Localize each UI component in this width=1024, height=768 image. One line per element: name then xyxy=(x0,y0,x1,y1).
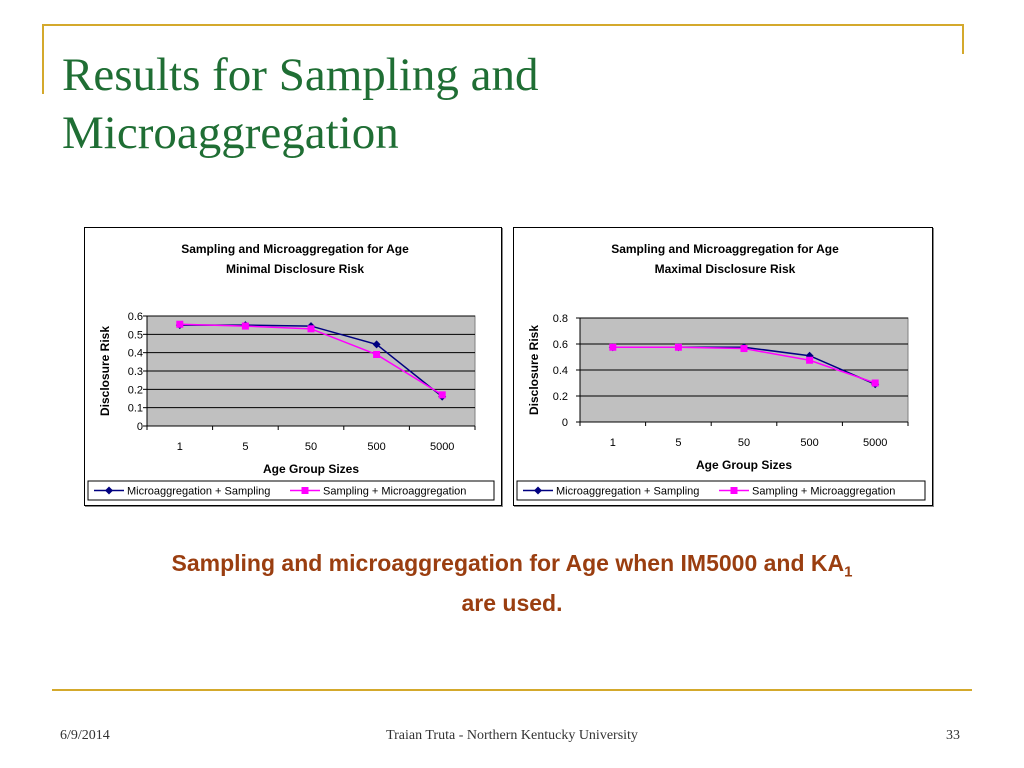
series-2-point xyxy=(806,356,814,364)
y-tick-label: 0.2 xyxy=(128,384,143,396)
slide-caption: Sampling and microaggregation for Age wh… xyxy=(40,548,984,618)
slide-title: Results for Sampling and Microaggregatio… xyxy=(62,46,942,162)
series-2-point xyxy=(674,343,682,351)
y-tick-label: 0.4 xyxy=(128,348,143,360)
frame-right-border xyxy=(962,24,964,54)
chart-minimal-disclosure-risk: Sampling and Microaggregation for Age Min… xyxy=(84,227,502,506)
x-tick-label: 1 xyxy=(610,437,616,449)
chart-maximal-disclosure-risk: Sampling and Microaggregation for Age Max… xyxy=(513,227,933,506)
chart-title: Sampling and Microaggregation for Age xyxy=(181,242,409,256)
chart-title: Sampling and Microaggregation for Age xyxy=(611,242,839,256)
legend-label: Microaggregation + Sampling xyxy=(556,486,699,498)
legend-marker xyxy=(105,486,113,495)
x-tick-label: 5000 xyxy=(430,441,454,453)
x-axis-label: Age Group Sizes xyxy=(263,462,359,476)
x-tick-label: 50 xyxy=(738,437,750,449)
frame-left-border xyxy=(42,24,44,94)
legend-label: Microaggregation + Sampling xyxy=(127,486,270,498)
caption-subscript: 1 xyxy=(844,563,853,581)
y-tick-label: 0.6 xyxy=(553,339,568,351)
y-tick-label: 0.1 xyxy=(128,403,143,415)
series-2-point xyxy=(740,345,748,353)
series-1-point xyxy=(372,340,381,349)
legend-label: Sampling + Microaggregation xyxy=(323,486,466,498)
footer-date: 6/9/2014 xyxy=(60,728,110,743)
chart-legend: Microaggregation + Sampling Sampling + Mi… xyxy=(87,480,495,501)
chart-svg: Sampling and Microaggregation for Age Max… xyxy=(516,242,926,501)
footer-divider xyxy=(52,689,972,691)
legend-label: Sampling + Microaggregation xyxy=(752,486,895,498)
y-tick-label: 0.8 xyxy=(553,313,568,325)
y-tick-label: 0 xyxy=(562,417,568,429)
footer-author: Traian Truta - Northern Kentucky Univers… xyxy=(386,728,638,743)
series-2-point xyxy=(176,320,184,328)
series-2-point xyxy=(871,379,879,387)
frame-top-border xyxy=(42,24,964,26)
x-tick-label: 5 xyxy=(242,441,248,453)
x-tick-label: 500 xyxy=(800,437,818,449)
legend-marker xyxy=(730,487,738,494)
y-tick-label: 0.5 xyxy=(128,329,143,341)
slide-title-line-1: Results for Sampling and xyxy=(62,49,539,101)
legend-marker xyxy=(534,486,542,495)
chart-legend: Microaggregation + Sampling Sampling + Mi… xyxy=(516,480,926,501)
series-2-point xyxy=(609,343,617,351)
caption-main: Sampling and microaggregation for Age wh… xyxy=(171,550,845,576)
slide-title-line-2: Microaggregation xyxy=(62,107,399,159)
x-tick-label: 50 xyxy=(305,441,317,453)
y-tick-label: 0.6 xyxy=(128,311,143,323)
series-2-point xyxy=(241,322,249,330)
footer-page-number: 33 xyxy=(946,728,960,743)
y-axis-label: Disclosure Risk xyxy=(527,325,541,415)
y-tick-label: 0.4 xyxy=(553,365,568,377)
series-2-point xyxy=(373,351,381,358)
x-tick-label: 5000 xyxy=(863,437,887,449)
chart-svg: Sampling and Microaggregation for Age Min… xyxy=(87,242,495,501)
y-tick-label: 0 xyxy=(137,421,143,433)
y-tick-label: 0.3 xyxy=(128,366,143,378)
x-tick-label: 1 xyxy=(177,441,183,453)
caption-end: are used. xyxy=(461,589,563,616)
x-tick-label: 500 xyxy=(367,441,385,453)
x-tick-label: 5 xyxy=(675,437,681,449)
legend-marker xyxy=(301,487,309,494)
y-tick-label: 0.2 xyxy=(553,391,568,403)
x-axis-label: Age Group Sizes xyxy=(696,458,792,472)
series-2-point xyxy=(438,391,446,399)
chart-subtitle: Maximal Disclosure Risk xyxy=(655,262,796,276)
chart-subtitle: Minimal Disclosure Risk xyxy=(226,262,364,276)
series-2-point xyxy=(307,325,315,333)
y-axis-label: Disclosure Risk xyxy=(98,326,112,416)
